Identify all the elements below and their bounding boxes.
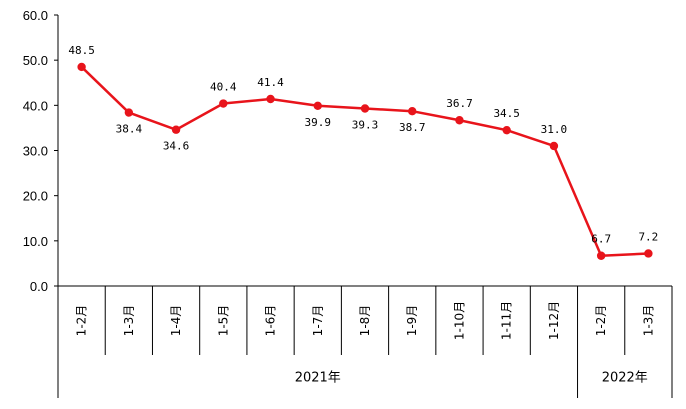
data-point (644, 249, 653, 258)
y-tick-label: 0.0 (30, 279, 48, 294)
x-group-label: 2021年 (295, 371, 341, 386)
data-label: 38.4 (116, 123, 143, 136)
data-point (408, 107, 417, 116)
x-tick-label: 1-3月 (122, 305, 136, 337)
data-point (171, 125, 181, 134)
x-axis: 1-2月 1-3月 1-4月 1-5月 1-6月 1-7月 1-8月 1-9月 1-10月 1-1… (57, 285, 673, 398)
data-label: 7.2 (638, 230, 658, 243)
y-tick-label: 60.0 (23, 8, 48, 23)
series-polyline (80, 66, 649, 257)
y-tick-label: 40.0 (23, 98, 48, 113)
x-tick-label: 1-3月 (641, 305, 655, 337)
x-tick-label: 1-2月 (594, 305, 608, 337)
x-tick-label: 1-7月 (311, 305, 325, 337)
x-tick-label: 1-12月 (547, 301, 561, 340)
data-point (502, 125, 511, 135)
data-label: 40.4 (210, 81, 237, 94)
x-tick-label: 1-2月 (75, 305, 89, 337)
y-tick-label: 20.0 (23, 189, 48, 204)
y-axis: 0.0 10.0 20.0 30.0 40.0 50.0 60.0 (23, 8, 59, 294)
data-point (596, 251, 606, 260)
x-group-label: 2022年 (602, 371, 648, 386)
x-tick-label: 1-4月 (169, 305, 183, 337)
x-tick-label: 1-8月 (358, 305, 372, 337)
y-tick-label: 10.0 (23, 234, 48, 249)
y-tick-label: 30.0 (23, 144, 48, 159)
data-point (266, 94, 275, 104)
data-point (219, 99, 228, 108)
data-label: 48.5 (68, 44, 95, 57)
data-point (455, 116, 464, 125)
data-point (77, 62, 86, 72)
data-point (549, 141, 559, 151)
data-label: 38.7 (399, 121, 426, 134)
series-line (77, 62, 653, 260)
x-tick-label: 1-11月 (500, 301, 514, 340)
x-tick-label: 1-5月 (216, 305, 230, 337)
x-tick-label: 1-10月 (452, 301, 466, 340)
data-label: 6.7 (591, 233, 611, 246)
data-label: 41.4 (257, 76, 284, 89)
x-tick-label: 1-9月 (405, 305, 419, 337)
x-tick-label: 1-6月 (264, 305, 278, 337)
data-point (360, 104, 370, 113)
data-label: 31.0 (541, 123, 568, 136)
data-label: 39.9 (305, 116, 332, 129)
data-label: 34.5 (493, 107, 520, 120)
data-label: 36.7 (446, 97, 473, 110)
data-point (313, 101, 322, 110)
data-label: 39.3 (352, 118, 379, 131)
data-label: 34.6 (163, 140, 190, 153)
y-tick-label: 50.0 (23, 53, 48, 68)
data-labels: 48.5 38.4 34.6 40.4 41.4 39.9 39.3 38.7 36.7 34.5… (68, 44, 658, 246)
data-point (124, 108, 134, 117)
